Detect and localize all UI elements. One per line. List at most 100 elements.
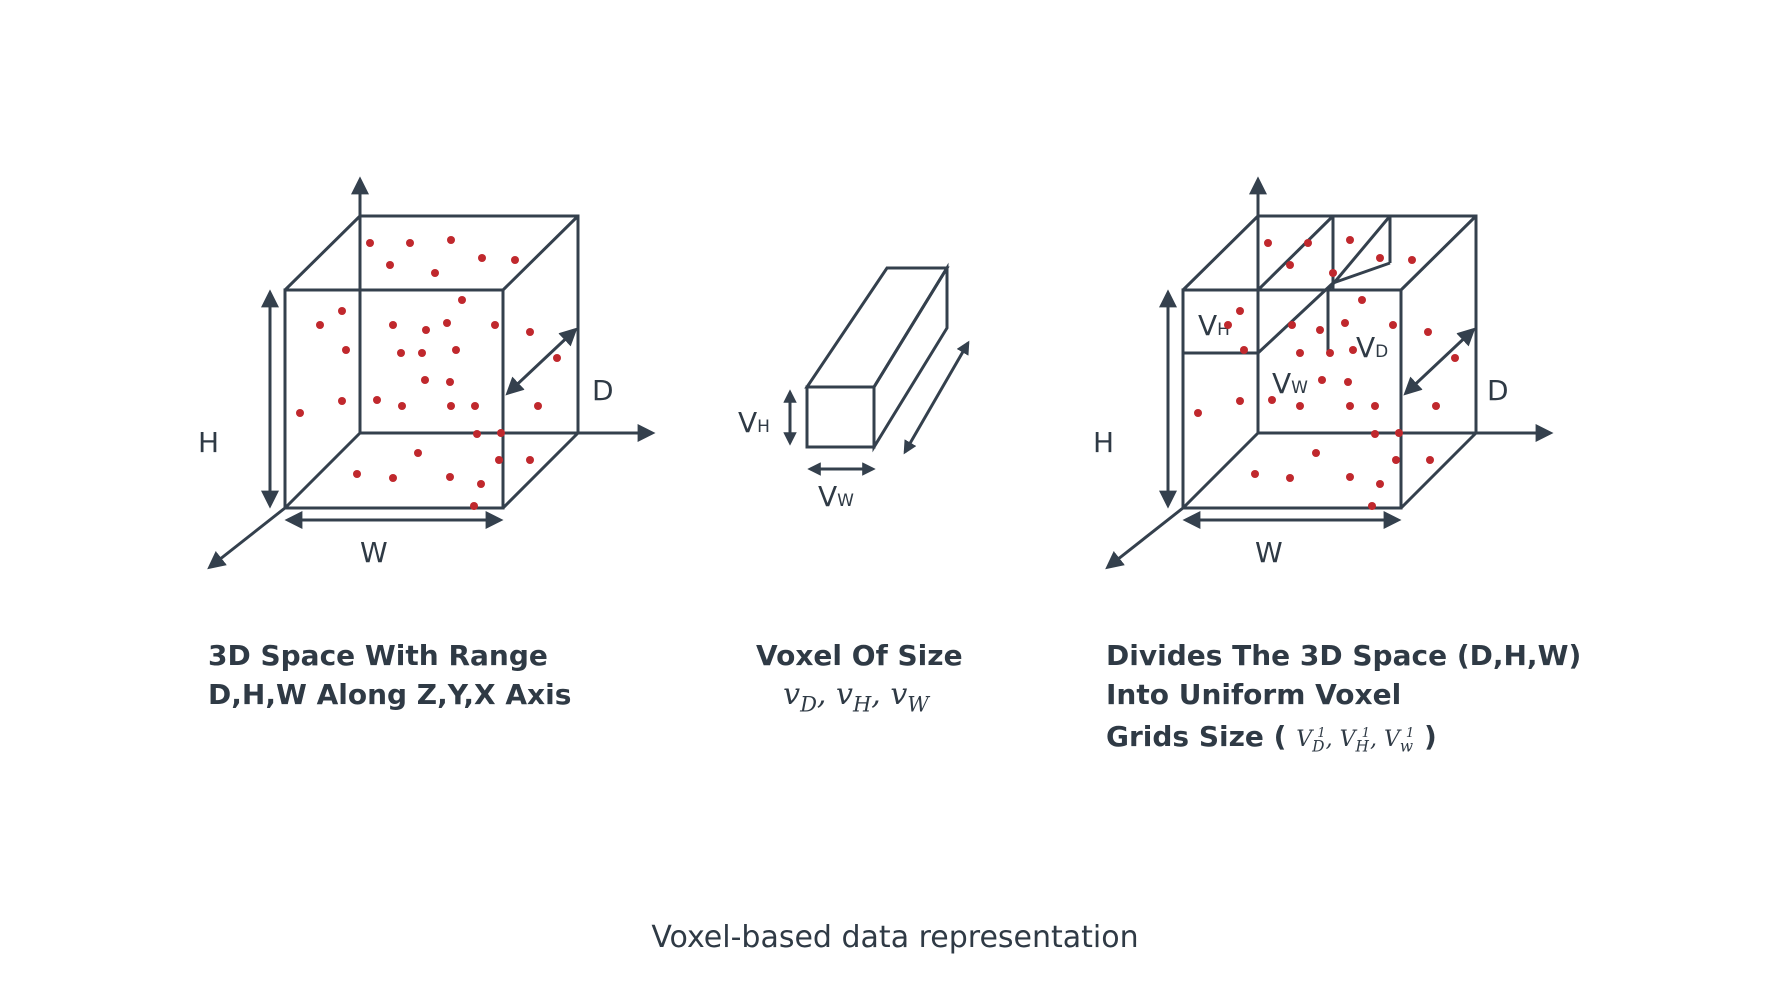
voxel-vh-label: VH bbox=[738, 406, 770, 439]
data-point bbox=[1432, 402, 1440, 410]
data-point bbox=[1194, 409, 1202, 417]
data-point bbox=[1408, 256, 1416, 264]
data-point bbox=[1392, 456, 1400, 464]
data-point bbox=[1376, 480, 1384, 488]
data-point bbox=[418, 349, 426, 357]
data-point bbox=[1286, 261, 1294, 269]
data-point bbox=[1312, 449, 1320, 457]
data-point bbox=[414, 449, 422, 457]
data-point bbox=[1316, 326, 1324, 334]
data-point bbox=[1451, 354, 1459, 362]
right-w-label: W bbox=[1255, 536, 1283, 569]
data-point bbox=[446, 378, 454, 386]
right-panel: H W D VH VD VW bbox=[1093, 176, 1554, 570]
left-caption: 3D Space With Range D,H,W Along Z,Y,X Ax… bbox=[208, 636, 571, 714]
left-caption-line-2: D,H,W Along Z,Y,X Axis bbox=[208, 678, 572, 711]
data-point bbox=[1236, 307, 1244, 315]
data-point bbox=[477, 480, 485, 488]
right-vw-label: VW bbox=[1272, 367, 1308, 400]
data-point bbox=[1424, 328, 1432, 336]
right-caption-suffix: ) bbox=[1423, 720, 1437, 754]
data-point bbox=[386, 261, 394, 269]
left-panel: H W D bbox=[198, 176, 656, 570]
middle-caption: Voxel Of Size vD, vH, vW bbox=[756, 636, 963, 724]
data-point bbox=[1426, 456, 1434, 464]
data-point bbox=[366, 239, 374, 247]
right-caption: Divides The 3D Space (D,H,W) Into Unifor… bbox=[1106, 636, 1581, 767]
data-point bbox=[1240, 346, 1248, 354]
data-point bbox=[1371, 430, 1379, 438]
data-point bbox=[1268, 396, 1276, 404]
left-h-label: H bbox=[198, 426, 219, 459]
data-point bbox=[511, 256, 519, 264]
data-point bbox=[1326, 349, 1334, 357]
left-d-label: D bbox=[592, 374, 614, 407]
voxel-depth-arrow bbox=[903, 340, 970, 455]
data-point bbox=[491, 321, 499, 329]
data-point bbox=[389, 474, 397, 482]
data-point bbox=[1376, 254, 1384, 262]
right-cube bbox=[1181, 214, 1478, 510]
data-point bbox=[447, 236, 455, 244]
voxel-top-face bbox=[804, 266, 950, 389]
data-point bbox=[534, 402, 542, 410]
right-h-label: H bbox=[1093, 426, 1114, 459]
middle-caption-formula: vD, vH, vW bbox=[756, 675, 956, 724]
data-point bbox=[397, 349, 405, 357]
data-point bbox=[495, 456, 503, 464]
data-point bbox=[446, 473, 454, 481]
voxel-front-face bbox=[805, 385, 876, 449]
data-point bbox=[1371, 402, 1379, 410]
right-caption-line-1: Divides The 3D Space (D,H,W) bbox=[1106, 639, 1582, 672]
data-point bbox=[1344, 378, 1352, 386]
right-caption-line-3: Grids Size ( VD1, VH1, Vw1 ) bbox=[1106, 714, 1581, 767]
middle-caption-line-1: Voxel Of Size bbox=[756, 639, 963, 672]
data-point bbox=[1358, 296, 1366, 304]
data-point bbox=[478, 254, 486, 262]
right-vd-label: VD bbox=[1356, 331, 1388, 364]
data-point bbox=[452, 346, 460, 354]
data-point bbox=[406, 239, 414, 247]
right-d-dimension-arrow bbox=[1403, 327, 1476, 396]
data-point bbox=[389, 321, 397, 329]
figure-caption: Voxel-based data representation bbox=[651, 920, 1139, 955]
right-caption-prefix: Grids Size ( bbox=[1106, 720, 1287, 754]
data-point bbox=[526, 328, 534, 336]
voxel-side-face bbox=[872, 262, 949, 453]
middle-panel: VH VW bbox=[738, 262, 970, 513]
data-point bbox=[342, 346, 350, 354]
data-point bbox=[447, 402, 455, 410]
data-point bbox=[470, 502, 478, 510]
data-point bbox=[473, 430, 481, 438]
right-d-label: D bbox=[1487, 374, 1509, 407]
left-w-label: W bbox=[360, 536, 388, 569]
data-point bbox=[1346, 236, 1354, 244]
data-point bbox=[497, 429, 505, 437]
left-cube bbox=[283, 214, 580, 510]
data-point bbox=[296, 409, 304, 417]
data-point bbox=[458, 296, 466, 304]
data-point bbox=[431, 269, 439, 277]
data-point bbox=[1304, 239, 1312, 247]
right-z-axis-arrow bbox=[1105, 506, 1184, 570]
right-point-cloud bbox=[1194, 236, 1459, 510]
data-point bbox=[1236, 397, 1244, 405]
data-point bbox=[1318, 376, 1326, 384]
data-point bbox=[1288, 321, 1296, 329]
left-axes bbox=[207, 176, 656, 570]
data-point bbox=[443, 319, 451, 327]
data-point bbox=[1296, 349, 1304, 357]
left-dimension-arrows bbox=[261, 289, 578, 529]
data-point bbox=[1286, 474, 1294, 482]
data-point bbox=[1296, 402, 1304, 410]
data-point bbox=[421, 376, 429, 384]
data-point bbox=[338, 397, 346, 405]
left-point-cloud bbox=[296, 236, 561, 510]
data-point bbox=[471, 402, 479, 410]
right-axes bbox=[1105, 176, 1554, 570]
voxel-vw-label: VW bbox=[818, 480, 854, 513]
data-point bbox=[1341, 319, 1349, 327]
left-z-axis-arrow bbox=[207, 506, 286, 570]
data-point bbox=[1224, 321, 1232, 329]
